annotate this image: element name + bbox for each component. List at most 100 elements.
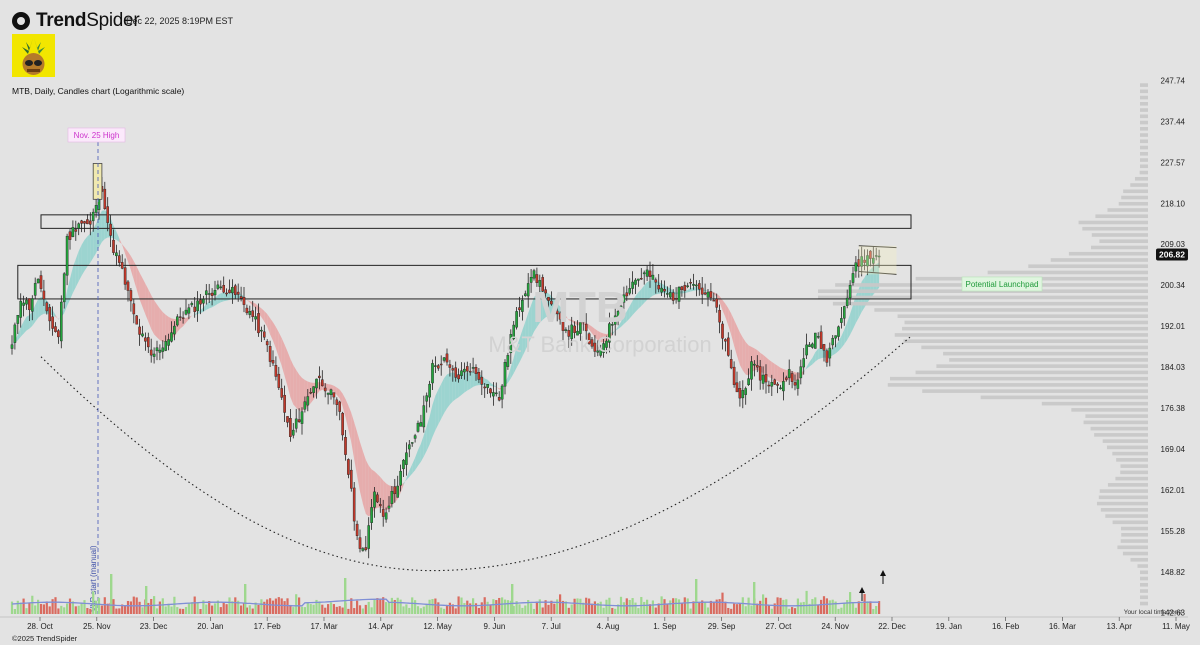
candle-up: [642, 272, 646, 275]
volume-bar-up: [141, 607, 144, 614]
candle-up: [500, 385, 504, 400]
volume-bar-up: [605, 599, 608, 614]
candle-up: [686, 285, 689, 287]
candles: [10, 177, 881, 559]
ema-cloud-up: [78, 244, 82, 282]
volume-bar-down: [477, 607, 480, 614]
candle-up: [292, 429, 295, 436]
ema-cloud-down: [293, 365, 297, 408]
ema-cloud-up: [632, 296, 636, 315]
ema-cloud-up: [87, 233, 91, 267]
ema-cloud-down: [122, 244, 126, 254]
volume-profile-bar: [1122, 551, 1148, 556]
volume-bar-down: [857, 601, 860, 614]
candle-down: [561, 314, 565, 331]
volume-profile-bar: [922, 389, 1148, 393]
volume-profile-bar: [921, 345, 1148, 350]
ema-cloud-up: [626, 306, 630, 322]
candle-down: [497, 397, 501, 401]
y-tick-label: 227.57: [1161, 158, 1186, 167]
x-tick-label: 16. Mar: [1049, 622, 1076, 631]
ema-cloud-up: [426, 416, 430, 451]
volume-bar-up: [237, 600, 240, 614]
ema-cloud-down: [774, 363, 778, 381]
volume-profile-bar: [1068, 251, 1148, 256]
x-tick-label: 24. Nov: [821, 622, 849, 631]
ema-cloud-up: [203, 303, 207, 312]
candle-up: [660, 287, 663, 293]
ema-cloud-down: [368, 465, 372, 517]
volume-bar-up: [216, 600, 219, 614]
volume-bar-down: [219, 607, 222, 614]
volume-bar-down: [341, 607, 344, 614]
volume-bar-down: [179, 608, 182, 614]
candle-up: [158, 349, 162, 353]
candle-down: [680, 286, 684, 291]
ema-cloud-up: [516, 338, 520, 368]
candle-down: [553, 306, 556, 314]
volume-bar-down: [289, 604, 292, 614]
ema-cloud-up: [20, 321, 24, 337]
volume-bar-up: [808, 603, 811, 614]
ema-cloud-up: [858, 281, 862, 318]
volume-bar-down: [730, 608, 733, 614]
candle-up: [492, 392, 495, 397]
candle-down: [138, 326, 141, 335]
ema-cloud-down: [261, 308, 265, 322]
candle-down: [117, 255, 121, 263]
volume-bar-down: [767, 605, 770, 614]
candle-up: [616, 311, 620, 320]
ema-cloud-down: [119, 238, 123, 245]
volume-profile-bar: [1099, 239, 1148, 244]
x-tick-label: 19. Jan: [936, 622, 962, 631]
ema-cloud-up: [815, 348, 819, 362]
volume-profile-bar: [1107, 208, 1148, 212]
candle-up: [596, 350, 600, 353]
annotation-box-launchpad: [961, 276, 1043, 292]
candle-down: [332, 392, 336, 398]
volume-bar-down: [266, 599, 269, 614]
candle-up: [152, 353, 156, 357]
volume-bar-up: [660, 596, 663, 614]
volume-profile-bar: [874, 308, 1148, 312]
candle-up: [62, 273, 66, 303]
ema-cloud-down: [55, 314, 59, 320]
volume-bar-up: [170, 606, 173, 614]
candle-up: [576, 330, 579, 336]
volume-bar-up: [390, 597, 393, 614]
volume-bar-down: [271, 600, 275, 614]
candle-down: [454, 367, 458, 378]
candle-up: [811, 343, 814, 348]
y-tick-label: 209.03: [1161, 240, 1186, 249]
candle-up: [613, 315, 617, 325]
candle-up: [645, 269, 649, 277]
ema-cloud-up: [52, 310, 56, 317]
candle-down: [457, 374, 460, 380]
ema-cloud-down: [777, 365, 781, 383]
volume-bar-up: [231, 601, 234, 614]
candle-down: [535, 274, 539, 283]
candle-up: [840, 318, 843, 323]
ema-cloud-down: [600, 332, 604, 343]
volume-bar-down: [791, 607, 794, 614]
up-arrow-icon: [859, 587, 865, 593]
ema-cloud-up: [838, 336, 842, 352]
candle-down: [573, 325, 576, 333]
candle-up: [845, 297, 849, 306]
volume-bar-down: [263, 601, 266, 614]
ema-cloud-down: [768, 359, 772, 379]
volume-bar-down: [182, 608, 185, 614]
brand-name: TrendSpider: [36, 10, 140, 32]
volume-profile-bar: [1140, 576, 1148, 581]
volume-bar-up: [414, 600, 417, 614]
y-tick-label: 169.04: [1161, 445, 1186, 454]
x-tick-label: 4. Aug: [597, 622, 620, 631]
candle-down: [773, 379, 776, 385]
volume-profile-bar: [1120, 464, 1148, 468]
candle-up: [747, 378, 750, 386]
volume-bar-down: [379, 599, 382, 614]
volume-bar-down: [269, 598, 272, 614]
candle-up: [831, 337, 834, 346]
x-tick-label: 1. Sep: [653, 622, 677, 631]
